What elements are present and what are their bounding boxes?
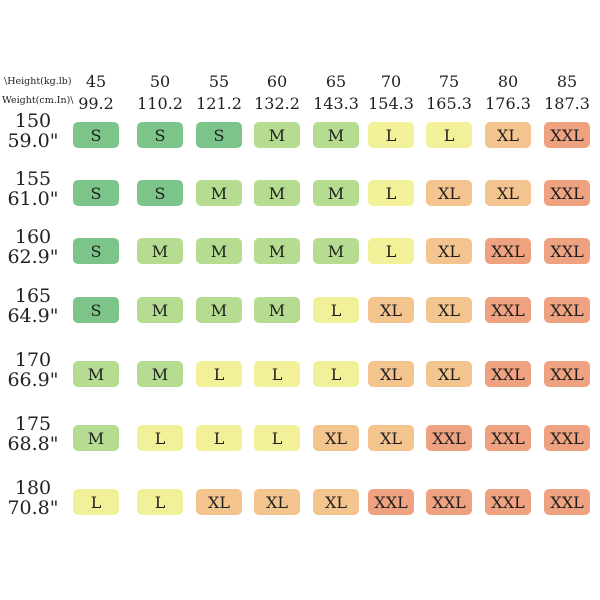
size-cell: M [196,180,242,206]
row-header-in: 66.9" [7,369,59,391]
column-header-lb: 154.3 [368,94,414,113]
size-cell: XXL [485,361,531,387]
size-cell: XXL [368,489,414,515]
size-cell: XXL [544,180,590,206]
size-cell: XXL [485,425,531,451]
size-cell: XL [196,489,242,515]
size-cell: XXL [485,297,531,323]
size-cell: XXL [544,297,590,323]
size-cell: L [426,122,472,148]
size-cell: XL [368,425,414,451]
size-cell: M [137,238,183,264]
size-cell: XXL [544,361,590,387]
size-cell: L [368,238,414,264]
size-cell: S [73,297,119,323]
size-cell: XL [368,361,414,387]
size-cell: M [313,238,359,264]
size-cell: S [73,122,119,148]
header-weight-label: Weight(cm.In)\ [2,95,74,106]
size-cell: XL [485,122,531,148]
size-cell: L [254,361,300,387]
size-cell: XXL [426,489,472,515]
size-cell: M [137,361,183,387]
size-cell: M [73,425,119,451]
column-header-kg: 55 [208,72,230,91]
column-header-lb: 143.3 [313,94,359,113]
size-cell: M [313,122,359,148]
column-header-kg: 80 [497,72,519,91]
size-cell: XL [485,180,531,206]
size-cell: XL [426,297,472,323]
size-cell: XL [426,180,472,206]
row-header-in: 64.9" [7,305,59,327]
size-cell: L [313,297,359,323]
size-cell: M [254,297,300,323]
row-header-in: 61.0" [7,188,59,210]
row-header-cm: 150 [14,110,52,132]
size-cell: XL [313,489,359,515]
row-header-in: 70.8" [7,497,59,519]
size-cell: XL [368,297,414,323]
row-header-in: 62.9" [7,246,59,268]
header-height-label: \Height(kg.lb) [4,76,72,87]
size-cell: XXL [544,122,590,148]
size-cell: L [196,361,242,387]
row-header-cm: 180 [14,477,52,499]
size-cell: S [137,180,183,206]
size-cell: XXL [485,489,531,515]
size-cell: M [73,361,119,387]
size-cell: S [196,122,242,148]
size-cell: XXL [485,238,531,264]
size-cell: L [137,425,183,451]
size-cell: M [254,238,300,264]
size-cell: XL [254,489,300,515]
column-header-lb: 132.2 [254,94,300,113]
size-cell: L [196,425,242,451]
column-header-lb: 110.2 [137,94,183,113]
column-header-lb: 187.3 [544,94,590,113]
size-cell: XL [426,238,472,264]
size-cell: S [73,238,119,264]
size-cell: XL [313,425,359,451]
column-header-kg: 70 [380,72,402,91]
size-cell: L [368,180,414,206]
size-cell: XXL [544,425,590,451]
column-header-kg: 50 [149,72,171,91]
size-cell: L [137,489,183,515]
column-header-kg: 60 [266,72,288,91]
size-cell: L [73,489,119,515]
size-cell: M [254,122,300,148]
size-cell: M [196,238,242,264]
size-cell: M [254,180,300,206]
size-cell: XL [426,361,472,387]
row-header-cm: 155 [14,168,52,190]
row-header-in: 59.0" [7,130,59,152]
column-header-kg: 45 [85,72,107,91]
size-cell: L [254,425,300,451]
size-cell: L [368,122,414,148]
size-cell: M [137,297,183,323]
size-cell: XXL [544,489,590,515]
size-cell: L [313,361,359,387]
size-cell: S [73,180,119,206]
row-header-cm: 165 [14,285,52,307]
row-header-cm: 170 [14,349,52,371]
column-header-kg: 85 [556,72,578,91]
size-cell: M [313,180,359,206]
size-cell: M [196,297,242,323]
size-cell: XXL [544,238,590,264]
column-header-kg: 65 [325,72,347,91]
row-header-cm: 160 [14,226,52,248]
column-header-lb: 99.2 [78,94,114,113]
column-header-lb: 176.3 [485,94,531,113]
column-header-lb: 165.3 [426,94,472,113]
row-header-cm: 175 [14,413,52,435]
size-cell: S [137,122,183,148]
column-header-lb: 121.2 [196,94,242,113]
column-header-kg: 75 [438,72,460,91]
row-header-in: 68.8" [7,433,59,455]
size-cell: XXL [426,425,472,451]
